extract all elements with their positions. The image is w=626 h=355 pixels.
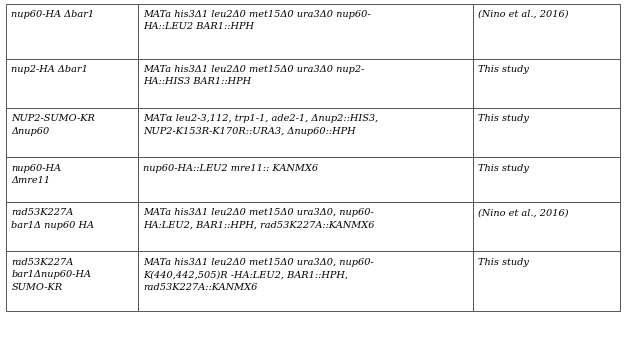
Text: NUP2-SUMO-KR
Δnup60: NUP2-SUMO-KR Δnup60 [11, 114, 95, 136]
Bar [6, 4, 138, 59]
Text: (Nino et al., 2016): (Nino et al., 2016) [478, 10, 568, 19]
Bar [473, 59, 620, 108]
Text: MATa his3Δ1 leu2Δ0 met15Δ0 ura3Δ0 nup2-
HA::HIS3 BAR1::HPH: MATa his3Δ1 leu2Δ0 met15Δ0 ura3Δ0 nup2- … [143, 65, 364, 86]
Text: This study: This study [478, 258, 528, 267]
Bar [6, 157, 138, 202]
Bar [138, 251, 473, 311]
Text: This study: This study [478, 114, 528, 123]
Bar [138, 202, 473, 251]
Bar [138, 59, 473, 108]
Bar [138, 108, 473, 157]
Text: (Nino et al., 2016): (Nino et al., 2016) [478, 208, 568, 217]
Text: MATa his3Δ1 leu2Δ0 met15Δ0 ura3Δ0, nup60-
K(440,442,505)R -HA:LEU2, BAR1::HPH,
r: MATa his3Δ1 leu2Δ0 met15Δ0 ura3Δ0, nup60… [143, 258, 374, 292]
Bar [6, 202, 138, 251]
Text: nup60-HA
Δmre11: nup60-HA Δmre11 [11, 164, 61, 185]
Bar [473, 108, 620, 157]
Text: This study: This study [478, 65, 528, 74]
Bar [6, 108, 138, 157]
Bar [6, 59, 138, 108]
Text: MATa his3Δ1 leu2Δ0 met15Δ0 ura3Δ0 nup60-
HA::LEU2 BAR1::HPH: MATa his3Δ1 leu2Δ0 met15Δ0 ura3Δ0 nup60-… [143, 10, 371, 32]
Text: nup60-HA::LEU2 mre11:: KANMX6: nup60-HA::LEU2 mre11:: KANMX6 [143, 164, 318, 173]
Bar [473, 4, 620, 59]
Bar [138, 4, 473, 59]
Text: rad53K227A
bar1Δ nup60 HA: rad53K227A bar1Δ nup60 HA [11, 208, 95, 230]
Bar [473, 251, 620, 311]
Bar [138, 157, 473, 202]
Bar [6, 251, 138, 311]
Bar [473, 202, 620, 251]
Text: rad53K227A
bar1Δnup60-HA
SUMO-KR: rad53K227A bar1Δnup60-HA SUMO-KR [11, 258, 91, 292]
Bar [473, 157, 620, 202]
Text: This study: This study [478, 164, 528, 173]
Text: nup2-HA Δbar1: nup2-HA Δbar1 [11, 65, 88, 74]
Text: MATa his3Δ1 leu2Δ0 met15Δ0 ura3Δ0, nup60-
HA:LEU2, BAR1::HPH, rad53K227A::KANMX6: MATa his3Δ1 leu2Δ0 met15Δ0 ura3Δ0, nup60… [143, 208, 375, 230]
Text: MATα leu2-3,112, trp1-1, ade2-1, Δnup2::HIS3,
NUP2-K153R-K170R::URA3, Δnup60::HP: MATα leu2-3,112, trp1-1, ade2-1, Δnup2::… [143, 114, 378, 136]
Text: nup60-HA Δbar1: nup60-HA Δbar1 [11, 10, 95, 19]
